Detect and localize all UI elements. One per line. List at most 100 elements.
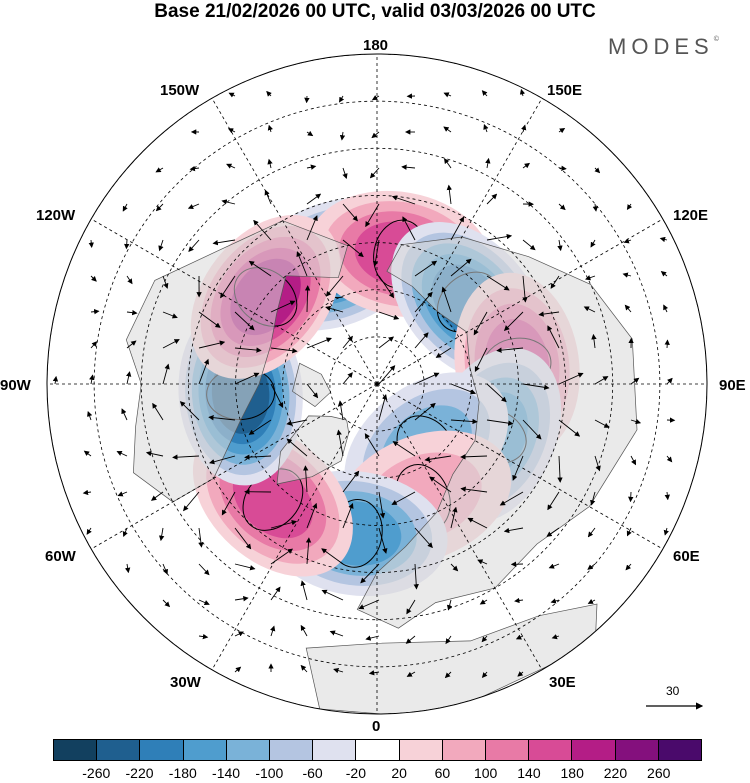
- wind-arrow: [414, 291, 433, 313]
- wind-arrow: [587, 598, 596, 604]
- wind-arrow: [521, 124, 527, 133]
- wind-arrow: [371, 95, 380, 101]
- parallel-circle: [140, 147, 614, 621]
- wind-arrow: [212, 239, 236, 246]
- wind-arrow: [198, 311, 221, 328]
- wind-arrow: [270, 548, 294, 565]
- wind-arrow: [162, 563, 168, 575]
- wind-arrow: [126, 340, 137, 349]
- wind-arrow: [87, 410, 93, 421]
- wind-arrow: [503, 311, 524, 332]
- wind-arrow: [486, 193, 498, 205]
- wind-arrow: [267, 124, 273, 133]
- wind-arrow: [198, 563, 210, 576]
- meridian-line: [91, 383, 378, 550]
- wind-arrow: [234, 596, 249, 602]
- wind-arrow: [443, 92, 452, 98]
- wind-arrow: [339, 131, 346, 141]
- wind-arrow: [86, 527, 92, 535]
- wind-arrow: [429, 476, 452, 493]
- wind-arrow: [234, 347, 262, 353]
- colorbar-tick: -60: [302, 765, 323, 781]
- colorbar-tick: -20: [345, 765, 366, 781]
- wind-arrow: [172, 454, 200, 460]
- wind-arrow: [590, 239, 596, 248]
- wind-arrow: [88, 239, 94, 248]
- wind-arrow: [486, 275, 510, 291]
- lon-label-0: 0: [372, 718, 381, 735]
- wind-arrow: [162, 311, 178, 319]
- wind-arrow: [221, 199, 236, 205]
- colorbar-swatch-11: [529, 740, 573, 760]
- wind-arrow: [514, 597, 524, 604]
- wind-arrow: [372, 239, 380, 267]
- wind-arrow: [306, 502, 318, 529]
- wind-arrow: [124, 239, 130, 250]
- wind-arrow: [517, 671, 524, 677]
- wind-arrow: [587, 563, 596, 570]
- wind-arrow: [187, 203, 200, 210]
- wind-arrow: [342, 167, 348, 180]
- wind-arrow: [467, 517, 488, 529]
- colorbar-tick: -100: [255, 765, 284, 781]
- wind-arrow: [90, 275, 97, 282]
- wind-arrow: [558, 165, 567, 171]
- colorbar-swatch-7: [356, 740, 400, 760]
- wind-arrow: [360, 563, 380, 584]
- wind-arrow: [486, 383, 507, 403]
- wind-arrow: [481, 671, 488, 678]
- wind-arrow: [296, 251, 308, 277]
- wind-arrow: [481, 90, 488, 97]
- wind-arrow: [477, 559, 488, 565]
- wind-arrow: [474, 347, 488, 373]
- wind-arrow: [496, 347, 524, 353]
- wind-arrow: [306, 164, 317, 170]
- wind-arrow: [625, 563, 632, 571]
- wind-arrow: [158, 239, 164, 252]
- wind-arrow: [365, 635, 380, 641]
- wind-arrow: [152, 402, 164, 421]
- wind-arrow: [365, 203, 380, 228]
- map-title: Base 21/02/2026 00 UTC, valid 03/03/2026…: [154, 1, 596, 22]
- colorbar-tick: 260: [647, 765, 671, 781]
- wind-arrow: [209, 455, 236, 465]
- wind-arrow: [405, 635, 416, 644]
- lon-label-60e: 60E: [673, 548, 700, 565]
- wind-arrow: [666, 455, 673, 463]
- modes-logo: MODES©: [608, 34, 719, 59]
- colorbar-tick: 100: [473, 765, 498, 781]
- lon-label-120e: 120E: [673, 207, 709, 224]
- wind-arrow: [150, 491, 164, 501]
- parallel-circle: [188, 195, 566, 573]
- land-masses: [125, 220, 638, 714]
- wind-arrow: [162, 599, 171, 608]
- wind-arrow: [594, 419, 610, 428]
- wind-arrow: [522, 383, 550, 390]
- meridian-line: [211, 383, 378, 670]
- wind-arrow: [522, 419, 542, 440]
- wind-arrow: [558, 203, 566, 211]
- wind-arrow: [253, 219, 272, 241]
- wind-arrow: [342, 335, 353, 349]
- colorbar-swatch-2: [140, 740, 184, 760]
- wind-arrow: [342, 239, 364, 258]
- colorbar-swatch-0: [54, 740, 98, 760]
- wind-arrow: [198, 358, 210, 385]
- colorbar-tick: 140: [517, 765, 541, 781]
- wind-arrow: [413, 563, 419, 590]
- wind-arrow: [443, 158, 452, 169]
- wind-arrow: [305, 537, 312, 565]
- wind-arrow: [460, 486, 488, 493]
- wind-arrow: [443, 126, 452, 133]
- colorbar-ticks: -260 -220 -180 -140 -100 -60 -20 20 60 100 140 180 2…: [0, 765, 750, 783]
- wind-arrow: [145, 450, 164, 457]
- wind-arrow: [270, 383, 284, 409]
- wind-arrow: [557, 239, 563, 252]
- wind-arrow: [234, 666, 242, 673]
- wind-arrow: [90, 341, 98, 349]
- wind-arrow: [306, 193, 322, 205]
- wind-arrow: [227, 128, 236, 134]
- wind-arrow: [234, 631, 245, 637]
- wind-arrow: [122, 203, 128, 212]
- wind-arrow: [444, 671, 452, 679]
